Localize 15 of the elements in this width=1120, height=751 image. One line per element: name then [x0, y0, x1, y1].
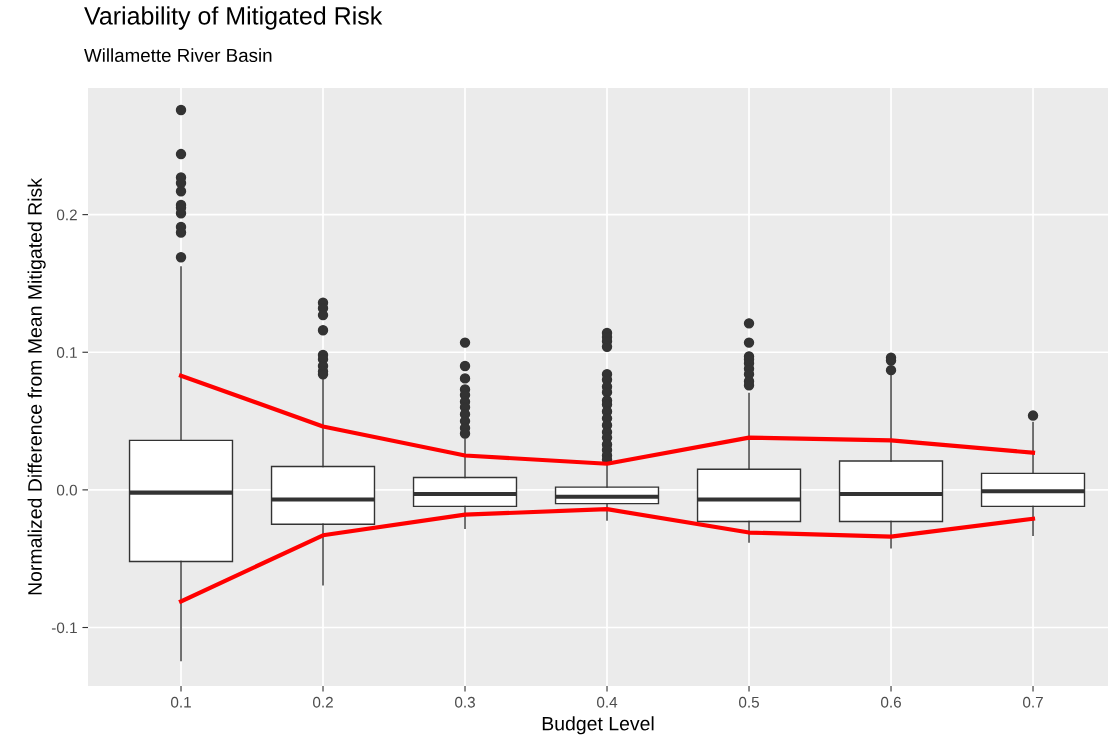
- x-tick-label: 0.7: [1023, 696, 1043, 708]
- x-tick-label: 0.6: [881, 696, 901, 708]
- x-tick-label: 0.1: [170, 696, 191, 708]
- y-tick-label: 0.0: [56, 484, 77, 496]
- chart-subtitle: Willamette River Basin: [84, 48, 272, 63]
- y-tick-label: -0.1: [51, 622, 77, 634]
- x-tick-label: 0.4: [597, 696, 618, 708]
- x-tick-label: 0.2: [312, 696, 333, 708]
- chart-title: Variability of Mitigated Risk: [84, 6, 383, 30]
- y-axis-title: Normalized Difference from Mean Mitigated Risk: [27, 178, 46, 595]
- x-axis-title: Budget Level: [542, 716, 654, 735]
- x-tick-label: 0.5: [739, 696, 759, 708]
- x-tick-label: 0.3: [454, 696, 475, 708]
- y-tick-label: 0.1: [56, 347, 77, 358]
- y-tick-label: 0.2: [56, 209, 77, 221]
